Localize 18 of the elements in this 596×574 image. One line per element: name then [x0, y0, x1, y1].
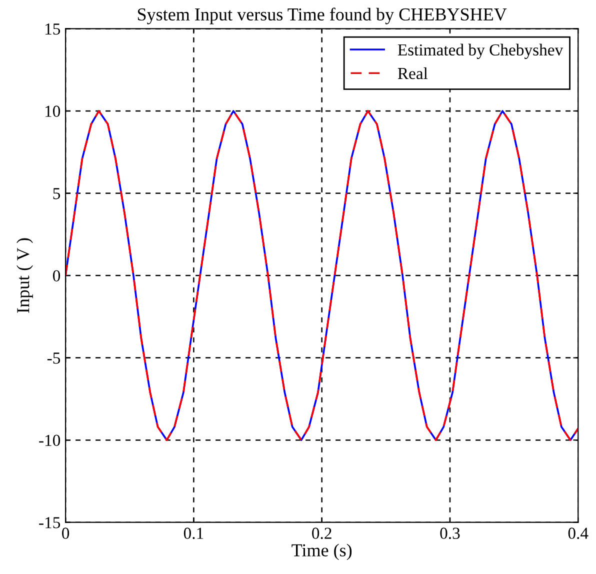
y-tick-label: -5 — [47, 352, 60, 364]
x-tick-label: 0.2 — [312, 528, 332, 540]
y-tick-label: 10 — [46, 106, 60, 117]
legend-label: Estimated by Chebyshev — [398, 44, 564, 59]
y-axis-title: Input ( V ) — [16, 238, 33, 313]
line-series — [66, 110, 578, 441]
x-axis-title: Time (s) — [292, 544, 352, 560]
y-tick-label: 5 — [53, 188, 60, 200]
chart-title: System Input versus Time found by CHEBYSHEV — [138, 8, 507, 24]
y-tick-label: 15 — [46, 23, 60, 35]
y-tick-label: 0 — [53, 270, 60, 282]
x-tick-label: 0 — [62, 528, 70, 539]
x-tick-label: 0.1 — [184, 528, 204, 540]
x-tick-label: 0.3 — [440, 528, 460, 540]
y-tick-label: -10 — [39, 434, 60, 446]
x-tick-label: 0.4 — [568, 528, 588, 540]
legend-label: Real — [398, 67, 428, 80]
y-tick-label: -15 — [39, 517, 60, 528]
